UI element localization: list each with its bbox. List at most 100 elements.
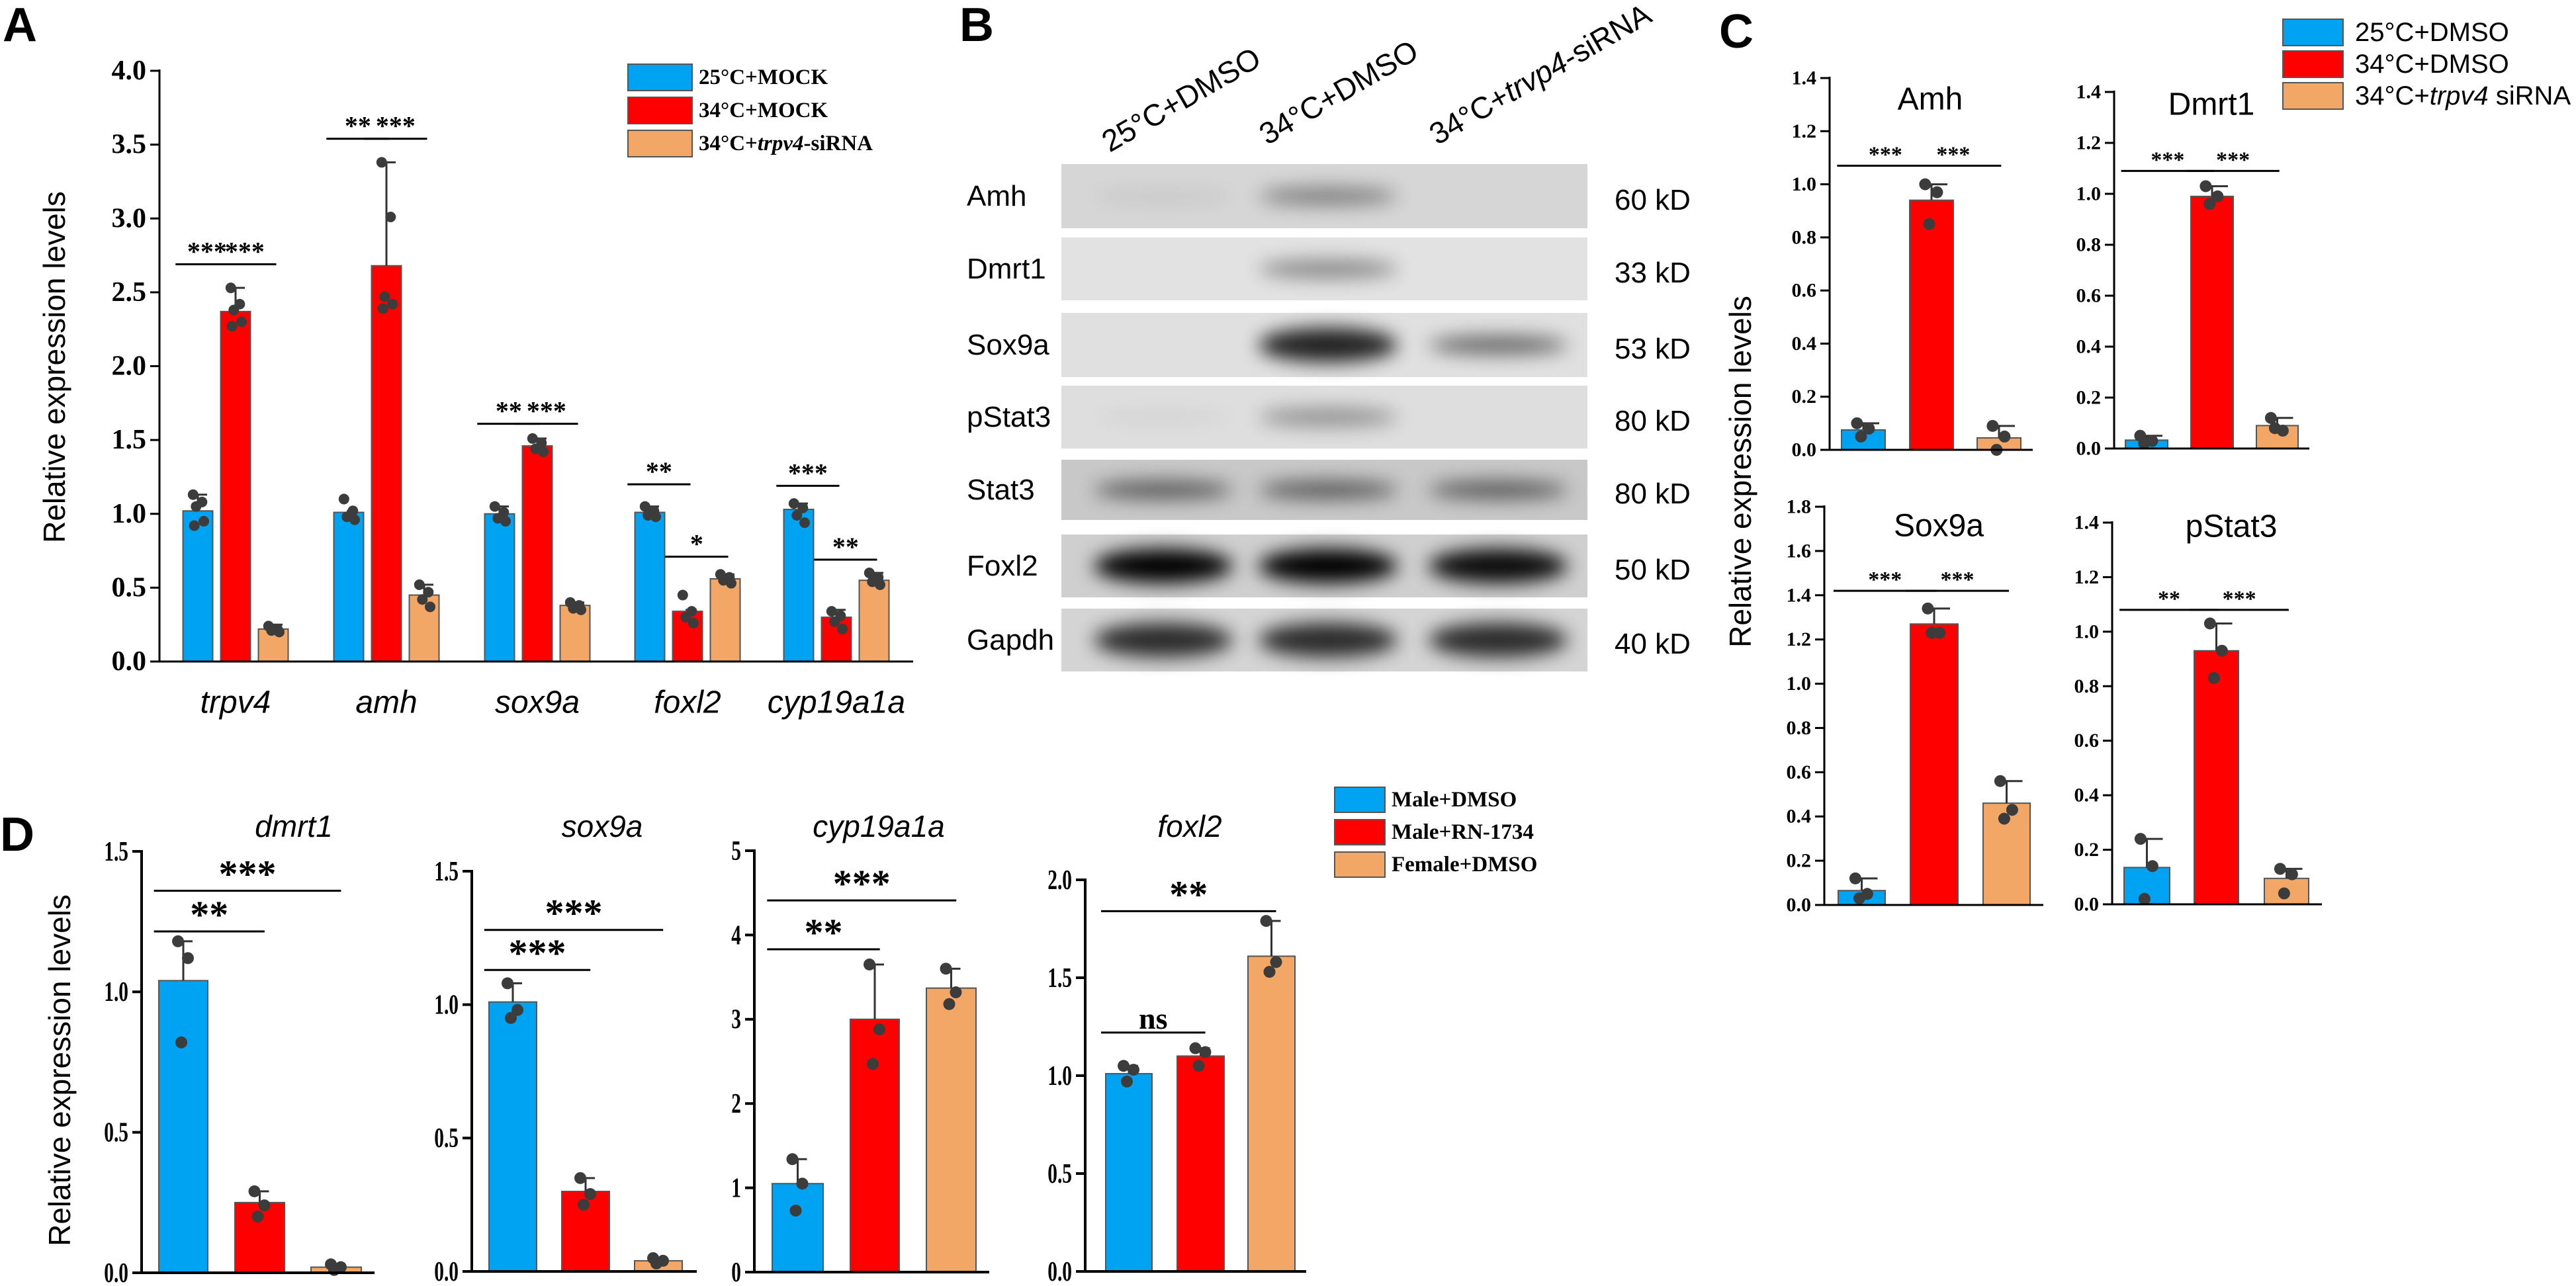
significance-label: ***	[527, 396, 566, 426]
y-tick-label: 3	[731, 1004, 741, 1035]
y-tick-label: 1.0	[104, 976, 128, 1007]
data-point	[650, 511, 661, 523]
data-point	[1863, 422, 1875, 435]
significance-label: ns	[1139, 1002, 1167, 1035]
chart-title: Dmrt1	[2168, 87, 2255, 122]
y-tick-label: 1.6	[1787, 540, 1812, 562]
significance-label: ***	[833, 862, 891, 905]
significance-label: ***	[225, 236, 265, 266]
bar	[709, 578, 741, 662]
data-point	[1192, 1060, 1205, 1072]
legend-swatch	[2282, 82, 2344, 110]
data-point	[2274, 863, 2286, 875]
significance-label: ***	[376, 111, 416, 141]
y-tick-label: 0.6	[2074, 730, 2100, 751]
significance-label: ***	[2223, 587, 2256, 611]
data-point	[791, 509, 803, 521]
y-tick-label: 1.8	[1787, 496, 1812, 518]
legend-label: 34°C+DMSO	[2355, 50, 2509, 79]
blot-band	[1259, 187, 1398, 206]
y-tick-label: 1.2	[2074, 566, 2100, 588]
data-point	[258, 1199, 271, 1212]
y-tick-label: 0.6	[2076, 285, 2102, 307]
significance-label: ***	[187, 236, 227, 266]
y-tick-label: 0.0	[104, 1258, 128, 1286]
y-tick-label: 1.0	[112, 499, 147, 529]
data-point	[2286, 868, 2298, 880]
chart-title: sox9a	[562, 809, 643, 843]
chart-title: Sox9a	[1894, 509, 1984, 544]
data-point	[826, 606, 837, 617]
data-point	[789, 1204, 802, 1217]
bar	[2194, 650, 2239, 905]
data-point	[505, 1011, 517, 1024]
y-tick-label: 5	[731, 836, 741, 866]
legend-label-text: siRNA	[2489, 81, 2571, 110]
data-point	[837, 623, 848, 634]
blot-row: Stat3 80 kD	[967, 460, 1691, 520]
y-tick-label: 0.0	[2074, 894, 2100, 916]
molecular-weight-label: 40 kD	[1615, 628, 1691, 660]
data-point	[1923, 218, 1935, 230]
significance-label: **	[832, 532, 859, 562]
data-point	[226, 321, 238, 332]
data-point	[2211, 190, 2224, 202]
y-tick-label: 0.8	[2076, 234, 2102, 256]
blot-band	[1094, 187, 1233, 206]
legend-swatch	[2282, 50, 2344, 78]
blot-band	[1259, 327, 1398, 363]
bar	[634, 511, 666, 663]
bar	[158, 980, 208, 1273]
significance-label: ***	[509, 931, 566, 974]
y-tick-label: 0.2	[1787, 850, 1812, 872]
data-point	[873, 1023, 885, 1036]
data-point	[1926, 626, 1938, 639]
legend-label: 25°C+DMSO	[2355, 18, 2509, 47]
chart-title: foxl2	[1157, 809, 1221, 843]
data-point	[502, 977, 513, 990]
data-point	[1121, 1075, 1133, 1088]
data-point	[578, 1199, 590, 1211]
y-tick-label: 0.4	[1792, 333, 1817, 355]
significance-label: **	[646, 456, 672, 486]
blot-row: Gapdh 40 kD	[967, 609, 1691, 671]
data-point	[1128, 1064, 1139, 1076]
data-point	[940, 963, 952, 975]
blot-row: Sox9a 53 kD	[967, 313, 1691, 377]
blot-band	[1429, 335, 1568, 355]
legend-label: 34°C+MOCK	[699, 99, 828, 122]
data-point	[2268, 422, 2281, 435]
bar-chart-sox9a: 0.0 0.2 0.4 0.6 0.8 1.0 1.2 1.4 1.6 1.8 *** *** Sox9…	[1787, 496, 2043, 916]
data-point	[1998, 430, 2011, 443]
y-tick-label: 2.0	[112, 351, 147, 382]
y-tick-label: 4.0	[112, 56, 147, 86]
y-tick-label: 1.0	[2074, 621, 2100, 642]
y-tick-label: 3.5	[112, 130, 147, 160]
data-point	[1263, 966, 1276, 978]
y-tick-label: 0.5	[104, 1117, 128, 1147]
data-point	[182, 952, 194, 964]
data-point	[2215, 644, 2228, 657]
data-point	[175, 1036, 187, 1049]
bar	[1909, 199, 1954, 450]
y-tick-label: 0.4	[1787, 806, 1812, 828]
molecular-weight-label: 50 kD	[1615, 554, 1691, 586]
y-tick-label: 0.0	[1047, 1256, 1072, 1286]
x-category-label: trpv4	[200, 685, 271, 720]
y-tick-label: 1.4	[2074, 512, 2100, 534]
legend-swatch	[1334, 851, 1386, 878]
y-tick-label: 0.8	[2074, 675, 2100, 697]
significance-label: *	[690, 529, 703, 558]
data-point	[1853, 892, 1865, 904]
significance-label: ***	[1936, 142, 1970, 167]
legend-label-italic: trpv4	[2430, 81, 2489, 110]
bar	[1910, 623, 1959, 906]
blot-band	[1094, 408, 1233, 427]
data-point	[425, 601, 435, 613]
y-tick-label: 3.0	[112, 203, 147, 234]
bar	[488, 1001, 537, 1272]
bar-chart-dmrt1: 0.0 0.5 1.0 1.5 ***** dmrt1	[104, 809, 375, 1286]
data-point	[376, 157, 387, 168]
blot-row: Dmrt1 33 kD	[967, 237, 1691, 300]
y-tick-label: 0.0	[434, 1256, 459, 1286]
